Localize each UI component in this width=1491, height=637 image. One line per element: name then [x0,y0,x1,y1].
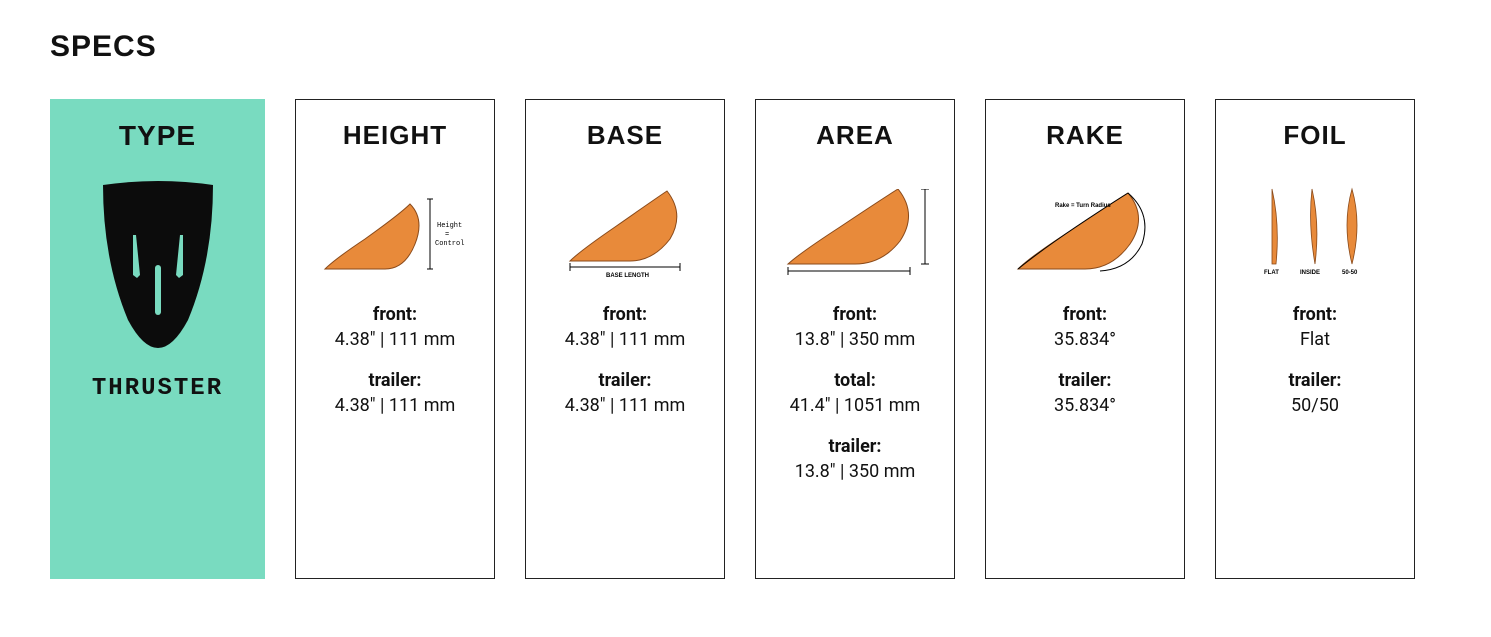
foil-label-inside: INSIDE [1300,270,1320,276]
foil-label-flat: FLAT [1264,270,1279,276]
area-trailer: trailer: 13.8" | 350 mm [795,436,916,482]
height-front: front: 4.38" | 111 mm [335,304,456,350]
height-fin-icon: Height = Control [315,179,475,279]
field-label: trailer: [565,370,686,391]
specs-cards: TYPE THRUSTER HEIGHT Height = Control [50,99,1441,579]
thruster-icon [93,180,223,350]
base-front: front: 4.38" | 111 mm [565,304,686,350]
field-value: 50/50 [1289,395,1342,416]
area-fin-icon [770,179,940,279]
svg-text:=: = [445,231,449,239]
card-base: BASE BASE LENGTH front: 4.38" | 111 mm t… [525,99,725,579]
field-label: front: [795,304,916,325]
svg-text:BASE LENGTH: BASE LENGTH [606,273,649,279]
area-front: front: 13.8" | 350 mm [795,304,916,350]
field-value: Flat [1293,329,1337,350]
field-value: 13.8" | 350 mm [795,461,916,482]
card-area-title: AREA [816,120,894,151]
field-value: 13.8" | 350 mm [795,329,916,350]
base-trailer: trailer: 4.38" | 111 mm [565,370,686,416]
svg-text:Rake = Turn Radius: Rake = Turn Radius [1055,203,1111,209]
field-value: 4.38" | 111 mm [335,329,456,350]
field-label: trailer: [1289,370,1342,391]
field-label: trailer: [335,370,456,391]
foil-trailer: trailer: 50/50 [1289,370,1342,416]
card-foil-title: FOIL [1283,120,1346,151]
card-type: TYPE THRUSTER [50,99,265,579]
card-area: AREA front: 13.8" | 350 mm total: 41.4" … [755,99,955,579]
field-value: 41.4" | 1051 mm [790,395,921,416]
type-label: THRUSTER [92,375,223,402]
base-fin-icon: BASE LENGTH [545,179,705,279]
field-value: 35.834° [1054,329,1116,350]
card-base-title: BASE [587,120,663,151]
rake-front: front: 35.834° [1054,304,1116,350]
section-title: SPECS [50,30,1441,64]
svg-text:Height: Height [437,222,462,230]
field-value: 35.834° [1054,395,1116,416]
foil-icon: FLAT INSIDE 50-50 [1240,179,1390,279]
field-value: 4.38" | 111 mm [565,395,686,416]
rake-trailer: trailer: 35.834° [1054,370,1116,416]
field-label: front: [565,304,686,325]
field-label: front: [1293,304,1337,325]
field-value: 4.38" | 111 mm [335,395,456,416]
card-type-title: TYPE [119,120,196,152]
rake-fin-icon: Rake = Turn Radius [1000,179,1170,279]
area-total: total: 41.4" | 1051 mm [790,370,921,416]
height-trailer: trailer: 4.38" | 111 mm [335,370,456,416]
card-height-title: HEIGHT [343,120,447,151]
field-label: trailer: [795,436,916,457]
field-label: trailer: [1054,370,1116,391]
svg-text:Control: Control [435,240,464,248]
field-label: front: [1054,304,1116,325]
field-label: front: [335,304,456,325]
foil-front: front: Flat [1293,304,1337,350]
card-rake: RAKE Rake = Turn Radius front: 35.834° t… [985,99,1185,579]
card-height: HEIGHT Height = Control front: 4.38" | 1… [295,99,495,579]
field-label: total: [790,370,921,391]
card-foil: FOIL FLAT INSIDE 50-50 front: Flat trail… [1215,99,1415,579]
field-value: 4.38" | 111 mm [565,329,686,350]
foil-label-5050: 50-50 [1342,270,1358,276]
card-rake-title: RAKE [1046,120,1124,151]
